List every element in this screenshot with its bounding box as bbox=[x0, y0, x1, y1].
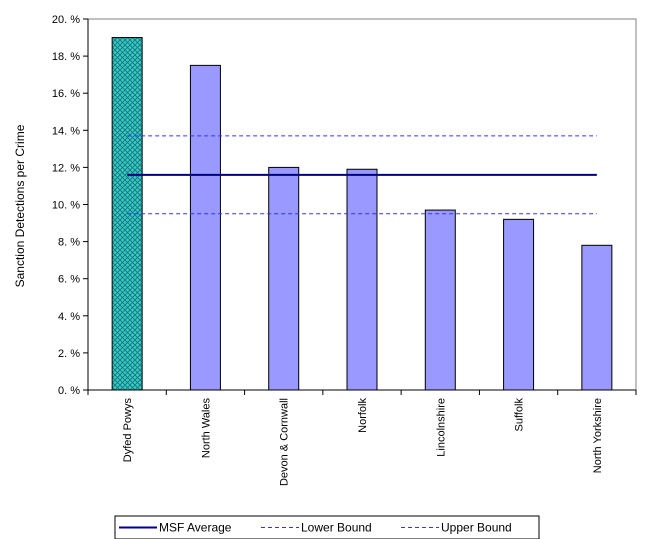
bar bbox=[268, 166, 300, 391]
x-category-label: Devon & Cornwall bbox=[279, 398, 291, 486]
x-category-label: Norfolk bbox=[357, 398, 369, 433]
bar bbox=[189, 64, 221, 391]
x-category-label: North Yorkshire bbox=[592, 398, 604, 473]
bar bbox=[581, 244, 613, 391]
bar bbox=[424, 209, 456, 391]
bar bbox=[346, 168, 378, 391]
legend-label: MSF Average bbox=[159, 521, 232, 535]
y-tick-label: 10. % bbox=[52, 200, 80, 212]
legend-box bbox=[114, 515, 540, 539]
plot-area: 0. % 2. % 4. % 6. % 8. % 10. % 12. % 14. % 16. %… bbox=[52, 14, 637, 539]
y-tick-label: 14. % bbox=[52, 125, 80, 137]
x-category-label: Dyfed Powys bbox=[122, 398, 134, 463]
y-tick-label: 6. % bbox=[58, 274, 80, 286]
y-axis-title: Sanction Detections per Crime bbox=[13, 124, 27, 287]
y-tick-label: 20. % bbox=[52, 14, 80, 26]
y-tick-label: 8. % bbox=[58, 237, 80, 249]
y-tick-label: 4. % bbox=[58, 311, 80, 323]
y-tick-label: 18. % bbox=[52, 51, 80, 63]
bar bbox=[503, 218, 535, 391]
y-tick-label: 12. % bbox=[52, 162, 80, 174]
legend-label: Upper Bound bbox=[441, 521, 512, 535]
x-category-label: Suffolk bbox=[514, 398, 526, 432]
x-category-label: North Wales bbox=[200, 398, 212, 459]
y-tick-label: 2. % bbox=[58, 348, 80, 360]
x-category-label: Lincolnshire bbox=[435, 398, 447, 457]
y-tick-label: 0. % bbox=[58, 385, 80, 397]
legend-label: Lower Bound bbox=[301, 521, 372, 535]
y-tick-label: 16. % bbox=[52, 88, 80, 100]
